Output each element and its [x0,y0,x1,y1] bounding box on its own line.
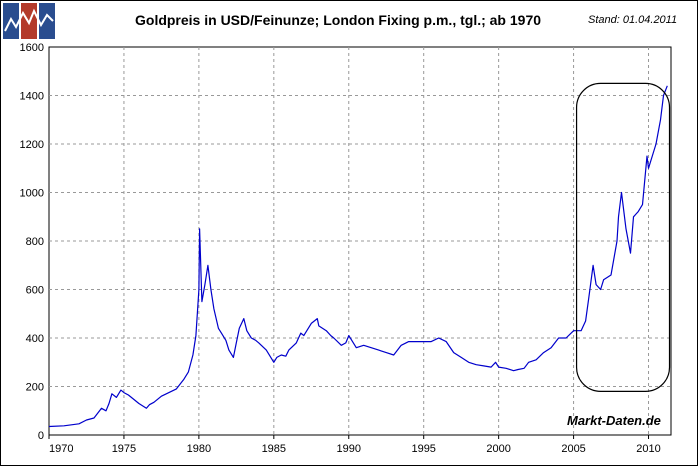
x-tick-label: 1990 [337,443,361,455]
y-tick-label: 1000 [20,188,44,200]
logo-tile-right [39,3,55,39]
x-tick-label: 1975 [112,443,136,455]
x-tick-label: 1970 [49,443,73,455]
y-tick-label: 200 [26,382,44,394]
x-tick-label: 2010 [636,443,660,455]
as-of-date: Stand: 01.04.2011 [588,14,678,26]
logo-zigzag [4,8,54,32]
x-tick-label: 1995 [411,443,435,455]
x-tick-label: 1985 [262,443,286,455]
y-tick-label: 400 [26,333,44,345]
gold-price-line [48,85,668,428]
chart-logo-icon [3,3,55,39]
y-tick-label: 1200 [20,139,44,151]
y-tick-label: 800 [26,236,44,248]
y-tick-label: 1400 [20,91,44,103]
watermark: Markt-Daten.de [567,413,661,428]
x-tick-label: 2000 [486,443,510,455]
y-tick-label: 600 [26,285,44,297]
highlight-box [575,82,671,392]
y-tick-label: 1600 [20,42,44,54]
x-tick-label: 1980 [187,443,211,455]
chart-title: Goldpreis in USD/Feinunze; London Fixing… [135,12,542,28]
x-tick-label: 2005 [561,443,585,455]
y-tick-label: 0 [38,430,44,442]
